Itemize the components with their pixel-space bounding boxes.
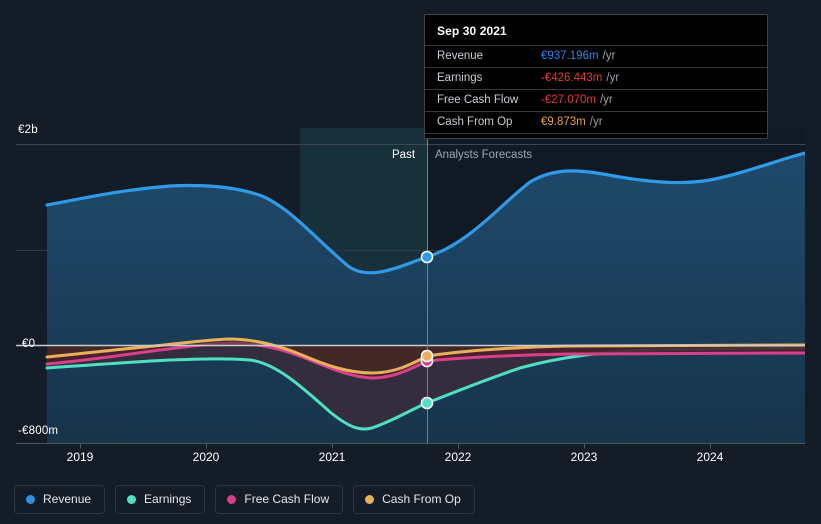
marker-revenue bbox=[420, 250, 434, 264]
x-axis-label-2019: 2019 bbox=[66, 450, 94, 464]
legend-label-cash-from-op: Cash From Op bbox=[382, 492, 461, 506]
data-tooltip: Sep 30 2021 Revenue €937.196m /yr Earnin… bbox=[424, 14, 768, 139]
legend-dot-cash-from-op bbox=[365, 495, 375, 504]
tooltip-row-free-cash-flow: Free Cash Flow -€27.070m /yr bbox=[425, 89, 767, 111]
x-axis-label-2020: 2020 bbox=[192, 450, 220, 464]
legend-dot-revenue bbox=[26, 495, 35, 504]
legend-item-earnings[interactable]: Earnings bbox=[115, 485, 206, 514]
x-axis-label-2021: 2021 bbox=[318, 450, 346, 464]
x-axis-label-2023: 2023 bbox=[570, 450, 598, 464]
tooltip-unit-free-cash-flow: /yr bbox=[599, 94, 613, 106]
past-period-label: Past bbox=[392, 149, 416, 161]
tooltip-label-free-cash-flow: Free Cash Flow bbox=[437, 94, 519, 106]
tooltip-label-revenue: Revenue bbox=[437, 50, 484, 62]
legend-label-free-cash-flow: Free Cash Flow bbox=[244, 492, 330, 506]
legend-item-free-cash-flow[interactable]: Free Cash Flow bbox=[215, 485, 344, 514]
tooltip-unit-earnings: /yr bbox=[606, 72, 620, 84]
forecast-period-label: Analysts Forecasts bbox=[435, 149, 533, 161]
x-axis-label-2024: 2024 bbox=[696, 450, 724, 464]
y-axis-label-top: €2b bbox=[18, 124, 38, 136]
tooltip-value-free-cash-flow: -€27.070m bbox=[541, 94, 596, 106]
marker-cash-from-op bbox=[420, 349, 434, 363]
legend-dot-earnings bbox=[127, 495, 137, 504]
tooltip-label-earnings: Earnings bbox=[437, 72, 483, 84]
tooltip-value-cash-from-op: €9.873m bbox=[541, 116, 586, 128]
tooltip-unit-cash-from-op: /yr bbox=[589, 116, 603, 128]
x-axis-label-2022: 2022 bbox=[444, 450, 472, 464]
legend-label-earnings: Earnings bbox=[144, 492, 192, 506]
tooltip-row-earnings: Earnings -€426.443m /yr bbox=[425, 67, 767, 89]
tooltip-unit-revenue: /yr bbox=[602, 50, 616, 62]
marker-earnings bbox=[420, 396, 434, 410]
tooltip-date: Sep 30 2021 bbox=[437, 24, 507, 38]
y-axis-label-bottom: -€800m bbox=[18, 425, 59, 437]
tooltip-row-cash-from-op: Cash From Op €9.873m /yr bbox=[425, 111, 767, 134]
chart-legend: Revenue Earnings Free Cash Flow Cash Fro… bbox=[14, 485, 475, 514]
tooltip-row-revenue: Revenue €937.196m /yr bbox=[425, 45, 767, 67]
legend-item-revenue[interactable]: Revenue bbox=[14, 485, 106, 514]
legend-item-cash-from-op[interactable]: Cash From Op bbox=[353, 485, 475, 514]
y-axis-label-zero: €0 bbox=[22, 338, 36, 350]
earnings-area bbox=[47, 345, 805, 430]
data-point-markers bbox=[420, 250, 434, 410]
x-axis-ticks bbox=[80, 443, 711, 449]
legend-label-revenue: Revenue bbox=[43, 492, 92, 506]
revenue-area bbox=[47, 153, 805, 443]
tooltip-value-earnings: -€426.443m bbox=[541, 72, 603, 84]
legend-dot-free-cash-flow bbox=[227, 495, 237, 504]
free-cash-flow-line bbox=[45, 341, 805, 380]
tooltip-label-cash-from-op: Cash From Op bbox=[437, 116, 513, 128]
tooltip-value-revenue: €937.196m bbox=[541, 50, 599, 62]
